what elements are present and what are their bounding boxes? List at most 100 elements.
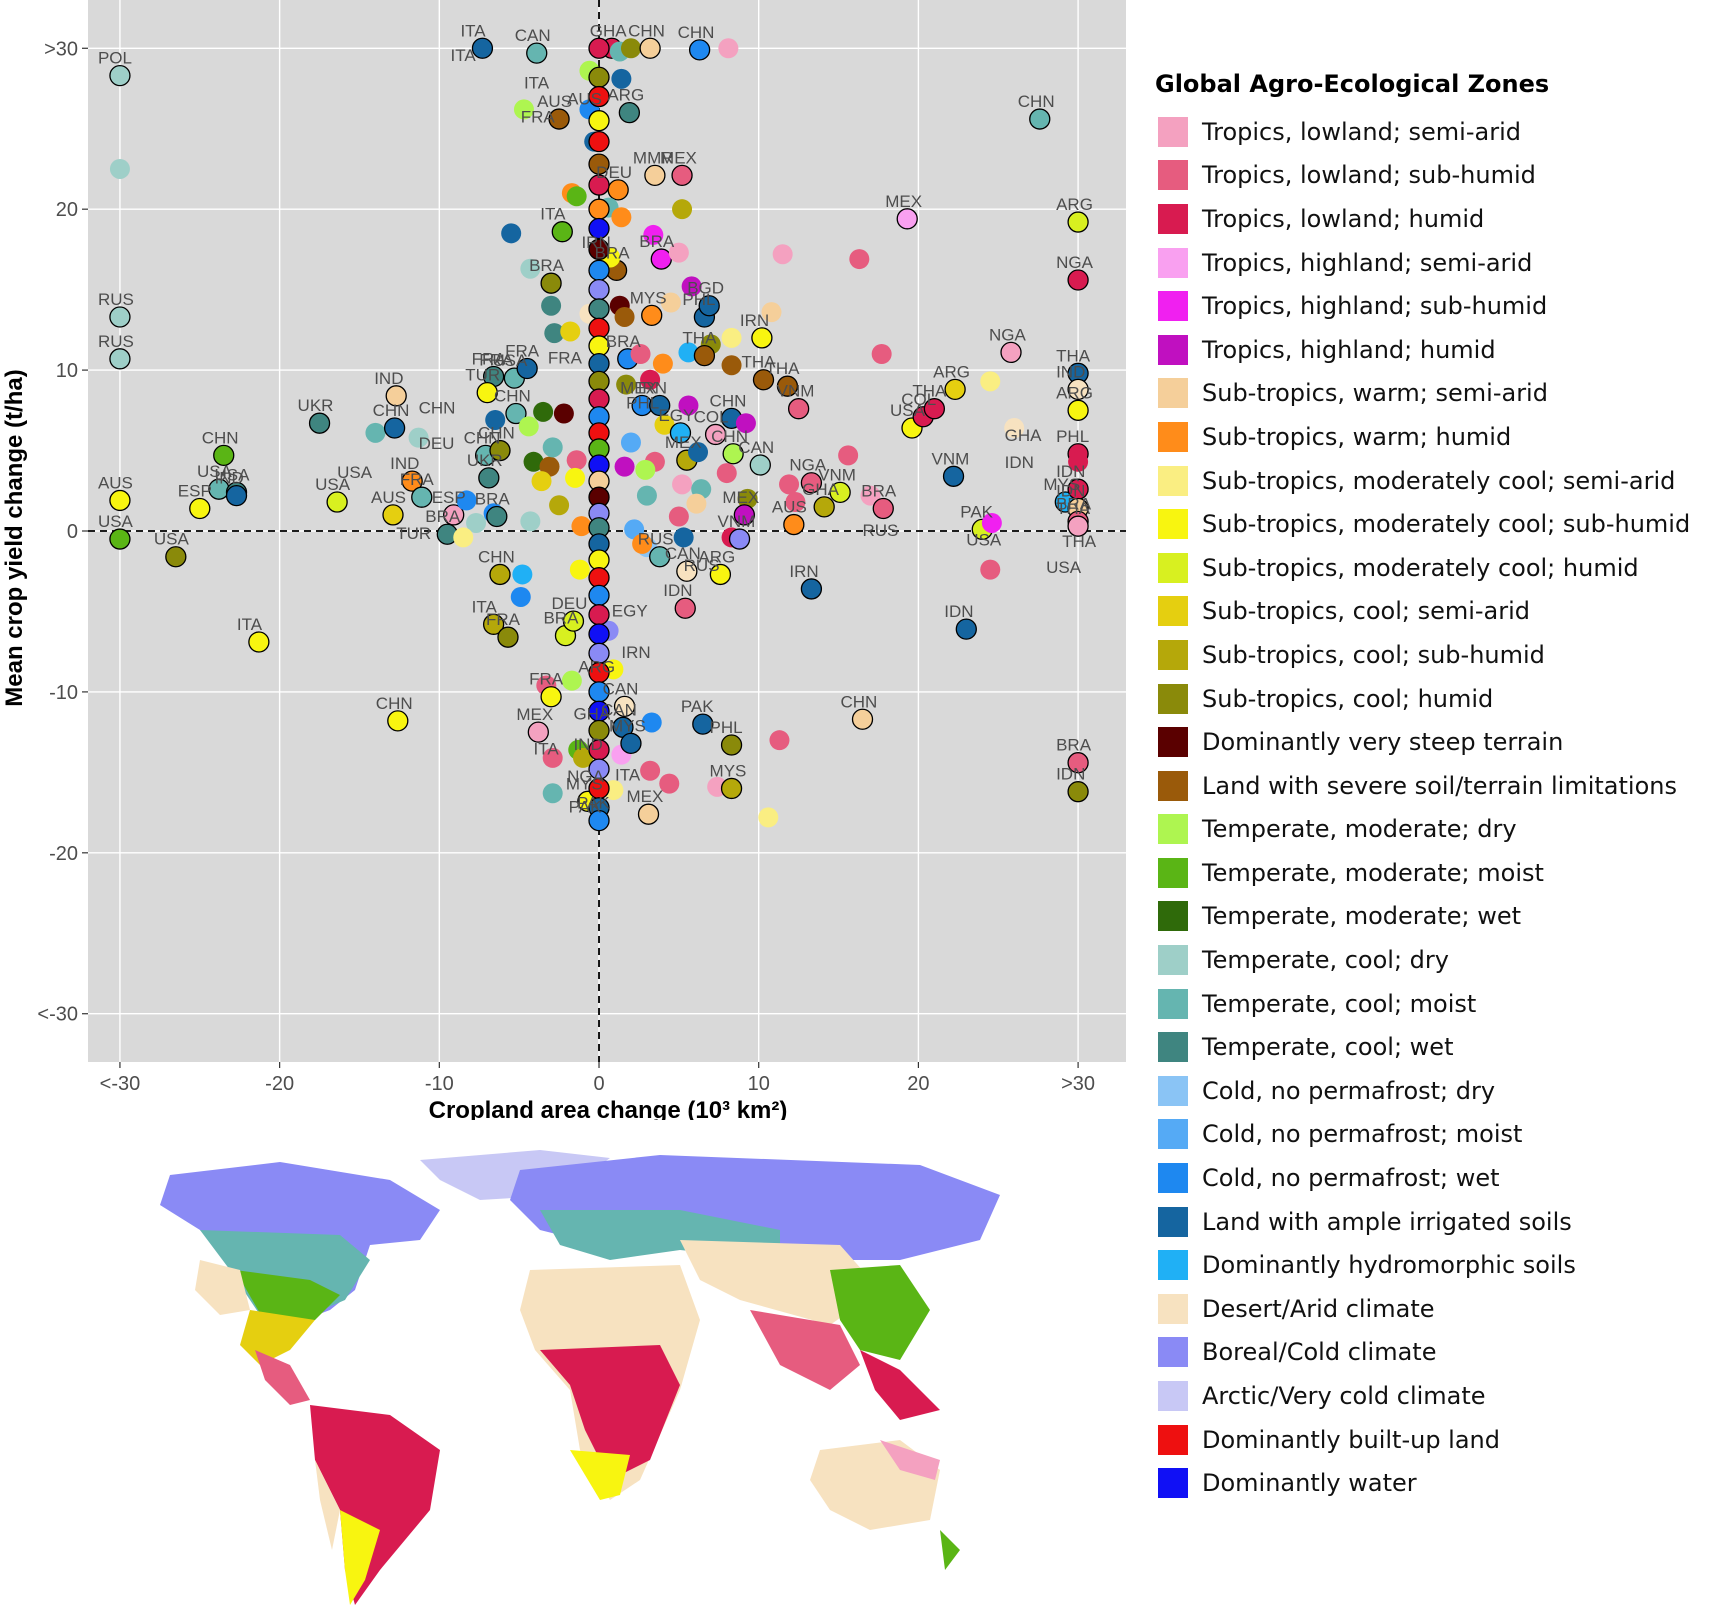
y-tick-label: -20 <box>49 843 78 865</box>
legend-swatch <box>1158 988 1188 1019</box>
data-point <box>641 712 662 733</box>
data-point <box>588 217 610 240</box>
data-point <box>382 504 404 526</box>
point-label: THA <box>765 359 800 378</box>
legend-item: Sub-tropics, warm; semi-arid <box>1150 372 1710 416</box>
point-label: IND <box>215 469 244 488</box>
data-point <box>571 516 592 537</box>
legend-item: Dominantly water <box>1150 1461 1710 1505</box>
data-point <box>588 259 610 281</box>
point-label: ITA <box>540 205 566 224</box>
point-label: THA <box>682 329 717 348</box>
legend-swatch <box>1158 1293 1188 1324</box>
data-point <box>722 443 744 465</box>
legend-label: Arctic/Very cold climate <box>1202 1382 1486 1411</box>
legend-item: Cold, no permafrost; dry <box>1150 1069 1710 1113</box>
legend-label: Sub-tropics, cool; sub-humid <box>1202 640 1545 669</box>
point-label: BRA <box>861 481 897 500</box>
point-label: VNM <box>777 382 815 401</box>
point-label: IDN <box>944 602 973 621</box>
point-label: IDN <box>1005 453 1034 472</box>
legend-swatch <box>1158 1032 1188 1063</box>
data-point <box>800 578 823 600</box>
legend: Global Agro-Ecological Zones Tropics, lo… <box>1150 70 1710 1505</box>
point-label: USA <box>154 530 190 549</box>
data-point <box>686 493 707 514</box>
data-point <box>482 613 505 635</box>
point-label: TUR <box>396 524 431 543</box>
legend-item: Cold, no permafrost; moist <box>1150 1113 1710 1157</box>
point-label: VNM <box>932 449 970 468</box>
legend-swatch <box>1158 1075 1188 1106</box>
legend-swatch <box>1158 421 1188 452</box>
legend-swatch <box>1158 334 1188 365</box>
legend-label: Tropics, highland; semi-arid <box>1202 248 1533 277</box>
data-point <box>669 422 692 444</box>
point-label: NGA <box>567 767 605 786</box>
data-point <box>569 559 590 580</box>
point-label: MEX <box>620 378 657 397</box>
data-point <box>566 450 587 471</box>
data-point <box>1068 451 1089 472</box>
point-label: NGA <box>1056 253 1094 272</box>
data-point <box>659 773 680 794</box>
data-point <box>1000 341 1022 364</box>
data-point <box>721 327 742 348</box>
point-label: IND <box>573 735 602 754</box>
data-point <box>923 398 946 420</box>
data-point <box>720 777 743 800</box>
point-label: FRA <box>521 107 556 126</box>
legend-label: Temperate, moderate; moist <box>1202 858 1544 887</box>
data-point <box>588 298 610 320</box>
legend-item: Arctic/Very cold climate <box>1150 1374 1710 1418</box>
legend-label: Temperate, moderate; wet <box>1202 902 1522 931</box>
point-label: GHA <box>573 704 611 723</box>
legend-label: Land with severe soil/terrain limitation… <box>1202 771 1677 800</box>
data-point <box>737 488 758 509</box>
point-label: MEX <box>665 433 702 452</box>
legend-title: Global Agro-Ecological Zones <box>1155 70 1550 98</box>
legend-swatch <box>1158 1424 1188 1455</box>
data-point <box>688 39 711 61</box>
data-point <box>654 414 675 435</box>
legend-item: Sub-tropics, cool; sub-humid <box>1150 633 1710 677</box>
data-point <box>720 734 743 756</box>
point-label: PHL <box>626 394 659 413</box>
data-point <box>453 527 474 548</box>
data-point <box>588 198 610 220</box>
data-point <box>640 760 661 781</box>
point-label: ITA <box>460 21 486 40</box>
legend-swatch <box>1158 901 1188 932</box>
legend-item: Desert/Arid climate <box>1150 1287 1710 1331</box>
data-point <box>942 465 965 487</box>
data-point <box>565 467 586 488</box>
data-point <box>980 371 1001 392</box>
point-label: RUS <box>98 290 134 309</box>
data-point <box>735 413 756 434</box>
point-label: MYS <box>710 761 747 780</box>
data-point <box>542 747 563 768</box>
data-point <box>673 527 694 548</box>
point-label: RUS <box>638 530 674 549</box>
legend-label: Tropics, highland; sub-humid <box>1202 292 1548 321</box>
legend-swatch <box>1158 509 1188 540</box>
legend-label: Temperate, cool; wet <box>1202 1033 1454 1062</box>
data-point <box>533 401 554 422</box>
point-label: CHN <box>419 399 456 418</box>
x-tick-label: -20 <box>265 1073 294 1095</box>
point-label: FRA <box>472 350 507 369</box>
y-axis-title: Mean crop yield change (t/ha) <box>1 369 28 706</box>
legend-item: Tropics, highland; humid <box>1150 328 1710 372</box>
data-point <box>505 402 527 425</box>
legend-item: Land with ample irrigated soils <box>1150 1200 1710 1244</box>
data-point <box>1067 752 1089 774</box>
data-point <box>716 463 737 484</box>
data-point <box>523 451 544 472</box>
data-point <box>860 485 881 506</box>
point-label: THA <box>1056 346 1091 365</box>
x-tick-label: -10 <box>425 1073 454 1095</box>
data-point <box>636 485 657 506</box>
data-point <box>518 416 539 437</box>
point-label: PAK <box>577 794 610 813</box>
data-point <box>588 85 610 108</box>
